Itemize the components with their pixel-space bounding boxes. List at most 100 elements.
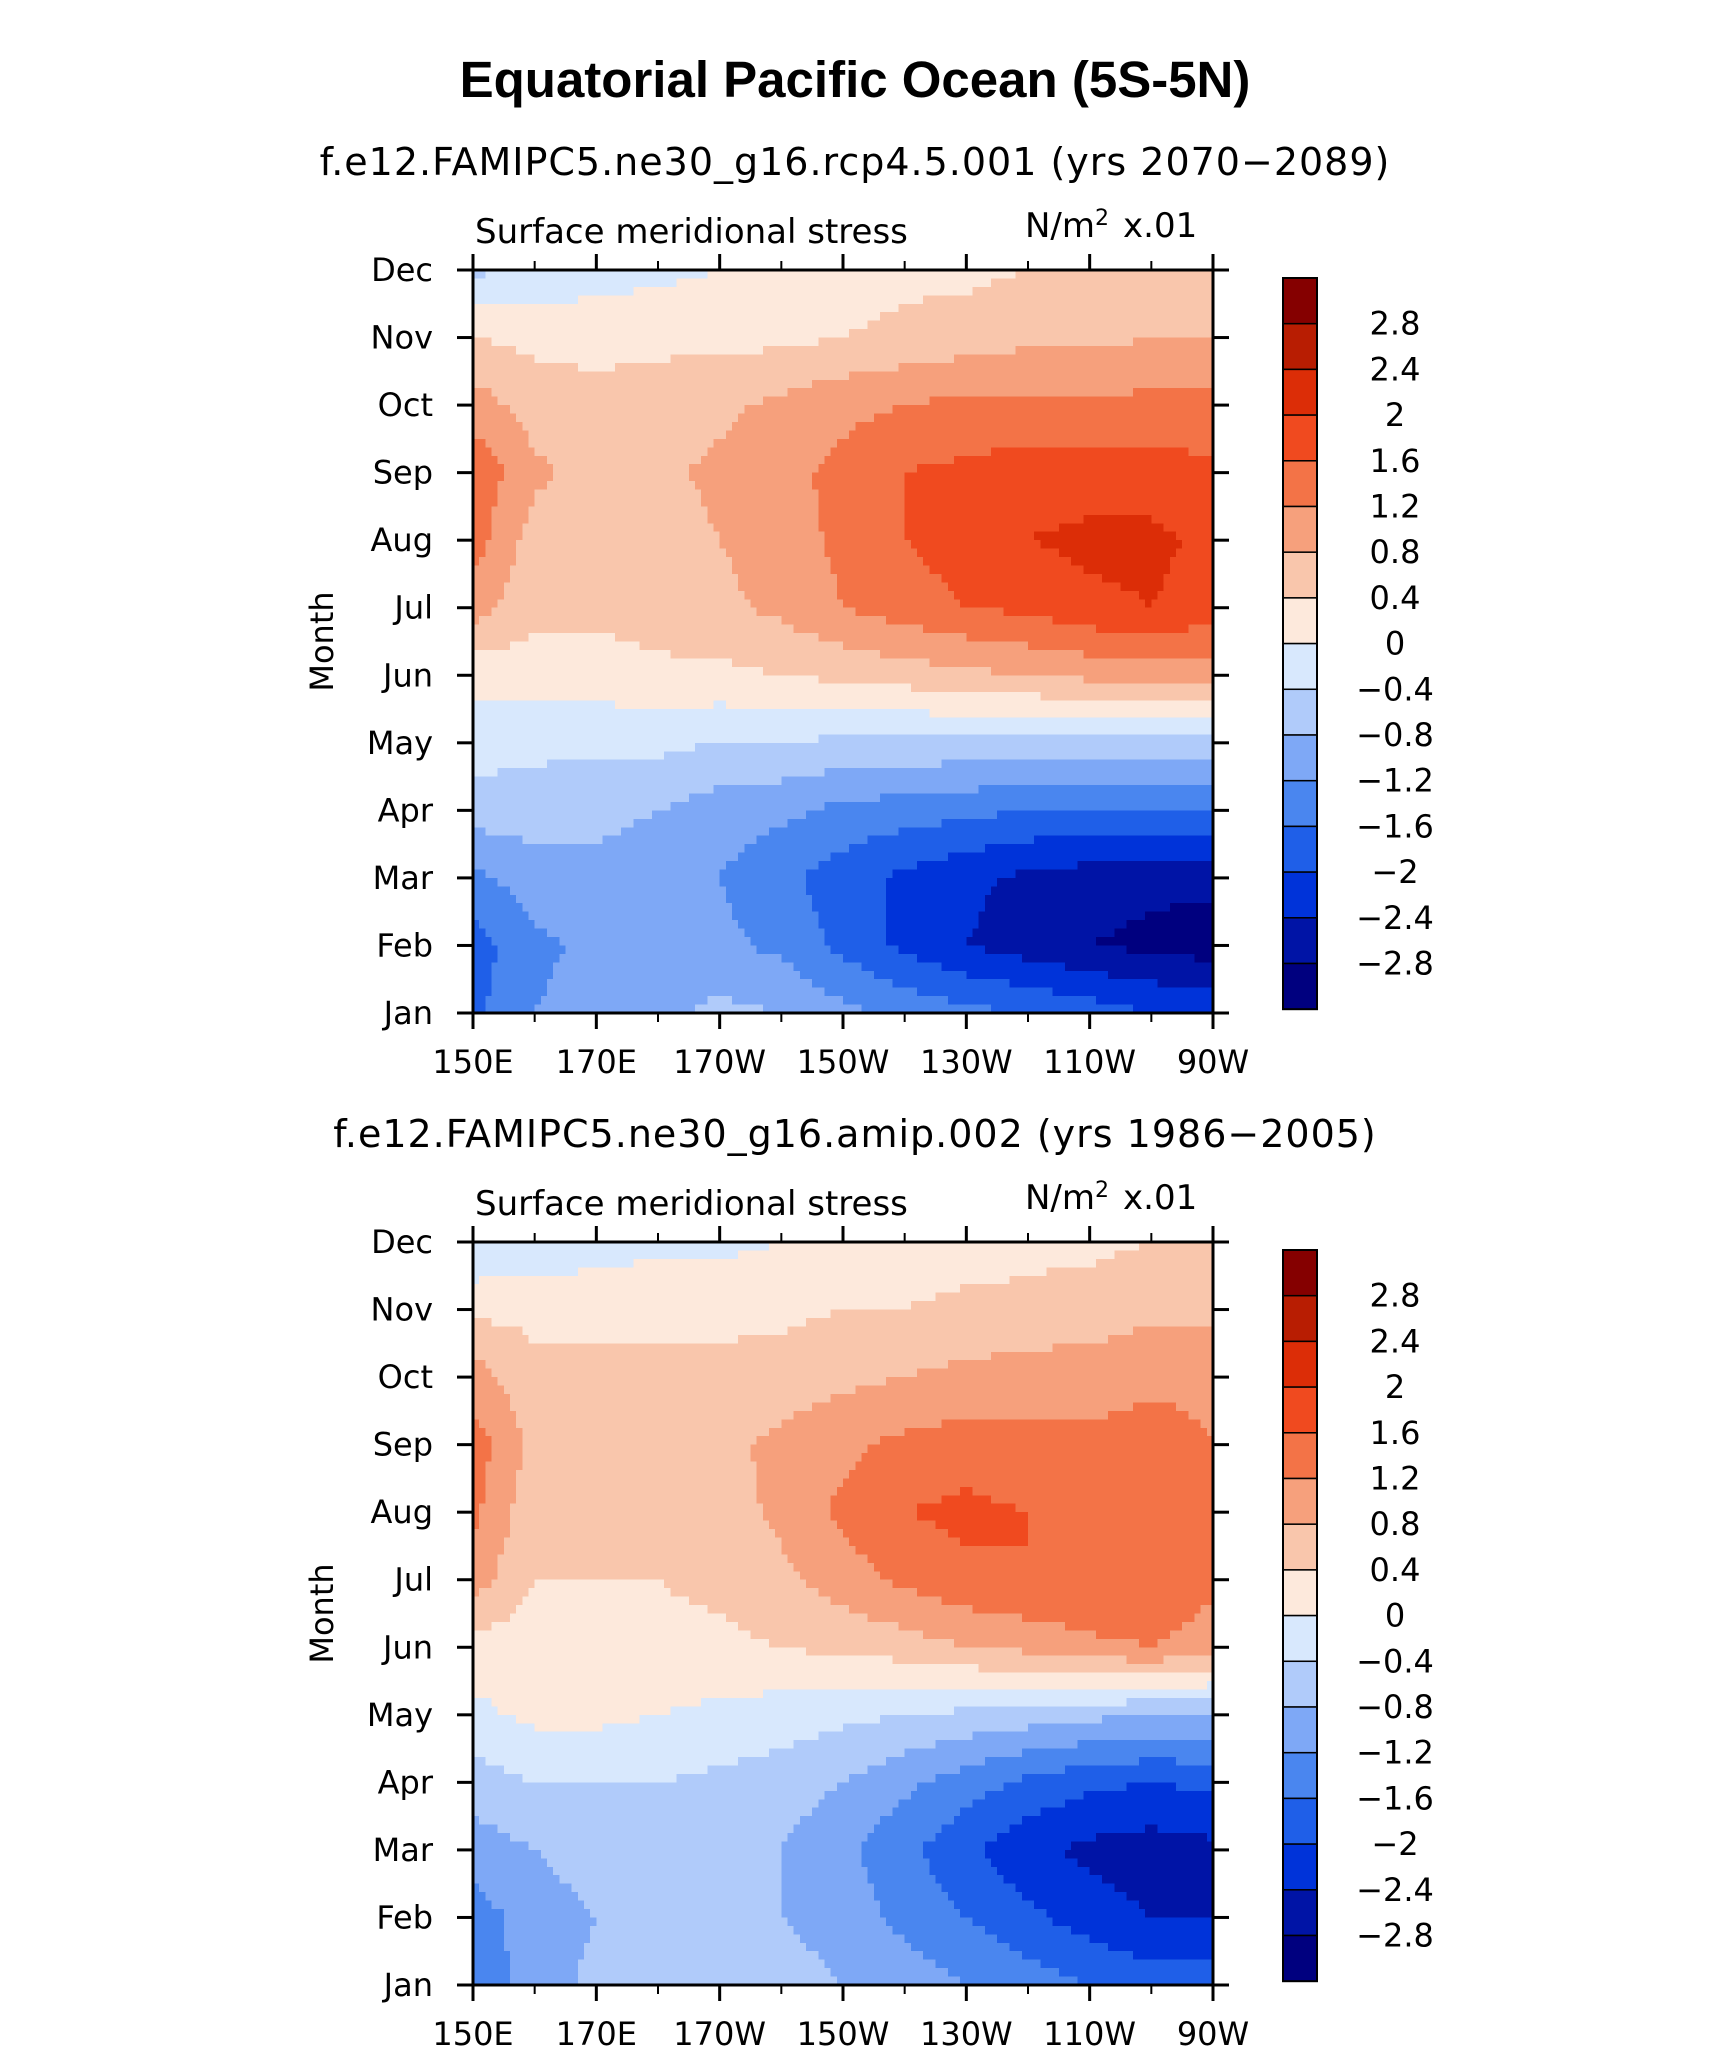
contour-cell [577, 523, 585, 533]
contour-cell [880, 413, 887, 423]
contour-cell [577, 371, 585, 381]
contour-cell [627, 582, 634, 592]
contour-cell [596, 514, 604, 524]
contour-cell [904, 345, 912, 356]
contour-cell [806, 421, 813, 432]
contour-cell [972, 489, 980, 499]
contour-cell [997, 430, 1004, 440]
contour-cell [1132, 337, 1140, 347]
contour-cell [1176, 295, 1183, 305]
contour-cell [873, 455, 881, 465]
contour-cell [1058, 464, 1066, 474]
contour-cell [707, 278, 715, 288]
contour-cell [793, 438, 801, 448]
contour-cell [682, 616, 690, 626]
contour-cell [775, 464, 782, 474]
contour-cell [818, 430, 826, 440]
contour-cell [972, 329, 980, 339]
contour-cell [553, 582, 560, 592]
contour-cell [473, 320, 480, 330]
contour-cell [1034, 455, 1041, 465]
contour-cell [762, 345, 770, 356]
contour-cell [577, 557, 585, 567]
contour-cell [929, 421, 937, 432]
contour-cell [670, 573, 678, 583]
contour-cell [1083, 413, 1091, 423]
contour-cell [701, 371, 708, 381]
contour-cell [886, 616, 893, 626]
contour-cell [836, 472, 844, 482]
contour-cell [744, 481, 752, 491]
contour-cell [978, 590, 986, 600]
contour-cell [910, 557, 918, 567]
contour-cell [861, 565, 869, 575]
contour-cell [849, 590, 856, 600]
contour-cell [898, 329, 906, 339]
contour-cell [849, 345, 856, 356]
contour-cell [627, 295, 634, 305]
contour-cell [676, 481, 684, 491]
contour-cell [991, 320, 998, 330]
contour-cell [676, 354, 684, 364]
contour-cell [954, 345, 961, 356]
contour-cell [750, 295, 758, 305]
contour-cell [485, 582, 493, 592]
contour-cell [732, 616, 739, 626]
contour-cell [540, 481, 548, 491]
contour-cell [799, 497, 807, 508]
contour-cell [707, 396, 715, 406]
contour-cell [1194, 405, 1202, 415]
contour-cell [886, 379, 893, 389]
contour-cell [769, 506, 776, 516]
contour-cell [664, 481, 671, 491]
contour-cell [485, 270, 493, 280]
contour-cell [972, 362, 980, 372]
contour-cell [1071, 472, 1078, 482]
contour-cell [941, 548, 949, 558]
contour-cell [793, 354, 801, 364]
contour-cell [775, 540, 782, 550]
contour-cell [534, 405, 542, 415]
contour-cell [812, 464, 819, 474]
contour-cell [1163, 388, 1171, 398]
contour-cell [497, 616, 505, 626]
contour-cell [701, 582, 708, 592]
contour-cell [775, 396, 782, 406]
contour-cell [645, 523, 653, 533]
contour-cell [584, 506, 591, 516]
contour-cell [750, 506, 758, 516]
contour-cell [1108, 303, 1115, 313]
contour-cell [880, 337, 887, 347]
contour-cell [590, 472, 597, 482]
contour-cell [941, 531, 949, 541]
contour-cell [984, 430, 992, 440]
contour-cell [510, 447, 517, 457]
contour-cell [479, 329, 486, 339]
contour-cell [904, 489, 912, 499]
contour-cell [991, 523, 998, 533]
contour-cell [621, 329, 628, 339]
contour-cell [713, 523, 721, 533]
contour-cell [485, 430, 493, 440]
contour-cell [898, 514, 906, 524]
contour-cell [534, 388, 542, 398]
contour-cell [577, 421, 585, 432]
contour-cell [1065, 413, 1072, 423]
contour-cell [1015, 312, 1023, 322]
contour-cell [1009, 337, 1017, 347]
contour-cell [1163, 590, 1171, 600]
contour-cell [577, 540, 585, 550]
contour-cell [1040, 506, 1048, 516]
contour-cell [892, 303, 900, 313]
contour-cell [843, 497, 850, 508]
contour-cell [824, 320, 832, 330]
contour-cell [1015, 278, 1023, 288]
contour-cell [793, 582, 801, 592]
contour-cell [658, 447, 665, 457]
contour-cell [762, 405, 770, 415]
contour-cell [719, 590, 727, 600]
contour-cell [843, 616, 850, 626]
contour-cell [1206, 278, 1214, 288]
contour-cell [1052, 295, 1060, 305]
contour-cell [688, 464, 696, 474]
